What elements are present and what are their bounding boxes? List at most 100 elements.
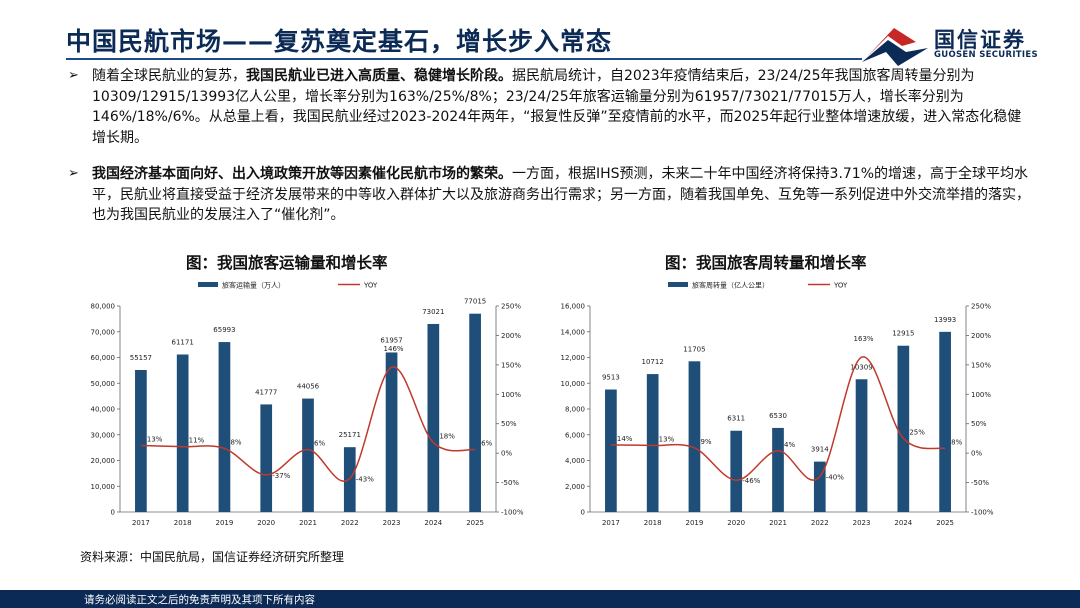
- paragraph-2-rest: 一方面，根据IHS预测，未来二十年中国经济将保持3.71%的增速，高于全球平均水…: [92, 166, 1030, 223]
- yoy-label-2023: 146%: [384, 345, 404, 353]
- x-tick-label: 2019: [216, 519, 234, 527]
- bar-2022: [813, 461, 826, 512]
- guosen-logo: [862, 28, 928, 66]
- yoy-label-2019: 9%: [700, 438, 711, 446]
- bar-label-2022: 25171: [339, 431, 361, 439]
- bar-label-2023: 10309: [850, 363, 872, 371]
- page-title: 中国民航市场——复苏奠定基石，增长步入常态: [66, 27, 613, 56]
- x-tick-label: 2018: [174, 519, 192, 527]
- yoy-label-2022: -40%: [826, 474, 844, 482]
- yoy-label-2017: 13%: [147, 435, 163, 443]
- paragraph-2-bold: 我国经济基本面向好、出入境政策开放等因素催化民航市场的繁荣。: [92, 166, 512, 182]
- bar-label-2019: 65993: [213, 326, 235, 334]
- chart-passenger-turnover-svg: 旅客周转量（亿人公里） YOY 0 2,000 4,000 6,000 8,000 10,00…: [561, 281, 994, 528]
- y-tick-label-right: 200%: [501, 332, 521, 340]
- bar-2025: [939, 331, 951, 512]
- yoy-label-2017: 14%: [617, 435, 633, 443]
- bar-2019: [688, 361, 701, 512]
- yoy-label-2024: 18%: [439, 433, 455, 441]
- bar-2021: [302, 398, 314, 512]
- yoy-label-2021: 4%: [784, 441, 795, 449]
- bar-2020: [260, 404, 273, 512]
- y-tick-label-left: 80,000: [91, 303, 116, 311]
- bar-label-2025: 77015: [464, 298, 486, 306]
- yoy-label-2020: -37%: [272, 472, 290, 480]
- x-tick-label: 2019: [686, 519, 704, 527]
- x-tick-label: 2020: [727, 519, 745, 527]
- y-tick-label-right: -50%: [501, 479, 519, 487]
- y-tick-label-right: 150%: [501, 361, 521, 369]
- paragraph-1-lead: 随着全球民航业的复苏，: [92, 68, 246, 84]
- legend-line-label: YOY: [363, 282, 378, 290]
- paragraph-1-rest: 据民航局统计，自2023年疫情结束后，23/24/25年我国旅客周转量分别为10…: [92, 68, 1022, 146]
- bar-label-2024: 73021: [422, 308, 444, 316]
- bar-label-2020: 41777: [255, 388, 277, 396]
- x-tick-label: 2022: [341, 519, 359, 527]
- bar-label-2022: 3914: [811, 446, 829, 454]
- y-tick-label-left: 0: [581, 509, 585, 517]
- legend-bar-swatch: [198, 282, 218, 287]
- chart-title-passenger-turnover: 图：我国旅客周转量和增长率: [665, 254, 867, 272]
- y-tick-label-right: -100%: [971, 509, 994, 517]
- y-tick-label-left: 16,000: [561, 303, 586, 311]
- y-tick-label-left: 0: [111, 509, 115, 517]
- logo-text-cn: 国信证券: [934, 28, 1026, 52]
- chart-title-passenger-volume: 图：我国旅客运输量和增长率: [186, 254, 388, 272]
- x-tick-label: 2021: [769, 519, 787, 527]
- x-tick-label: 2017: [132, 519, 150, 527]
- legend-bar-label: 旅客运输量（万人）: [222, 281, 285, 290]
- bullet-paragraph-1: ➢ 随着全球民航业的复苏，我国民航业已进入高质量、稳健增长阶段。据民航局统计，自…: [68, 66, 1030, 148]
- y-tick-label-right: 200%: [971, 332, 991, 340]
- yoy-label-2022: -43%: [356, 475, 374, 483]
- bar-label-2021: 44056: [297, 383, 320, 391]
- x-tick-label: 2017: [602, 519, 620, 527]
- bar-label-2018: 10712: [642, 358, 664, 366]
- yoy-line: [610, 356, 946, 481]
- legend-line-label: YOY: [833, 282, 848, 290]
- y-tick-label-right: 50%: [501, 420, 517, 428]
- bar-label-2024: 12915: [892, 330, 914, 338]
- x-tick-label: 2025: [936, 519, 954, 527]
- x-tick-label: 2023: [853, 519, 871, 527]
- y-tick-label-left: 10,000: [561, 380, 586, 388]
- bar-2019: [218, 342, 231, 512]
- yoy-label-2025: 6%: [481, 440, 492, 448]
- legend-bar-label: 旅客周转量（亿人公里）: [692, 281, 769, 290]
- y-tick-label-left: 4,000: [565, 457, 585, 465]
- bar-2023: [385, 352, 398, 512]
- y-tick-label-left: 8,000: [565, 406, 585, 414]
- bar-2022: [343, 447, 356, 512]
- logo-text-en: GUOSEN SECURITIES: [934, 50, 1038, 60]
- yoy-label-2020: -46%: [742, 477, 760, 485]
- bar-2025: [469, 313, 481, 512]
- bar-label-2025: 13993: [934, 316, 956, 324]
- yoy-label-2023: 163%: [854, 335, 874, 343]
- y-tick-label-left: 70,000: [91, 328, 116, 336]
- bar-2018: [646, 374, 659, 512]
- y-tick-label-left: 60,000: [91, 354, 116, 362]
- chart-passenger-volume: 旅客运输量（万人） YOY 0 10,000 20,000 30,000 40,000 50,…: [68, 276, 524, 532]
- y-tick-label-right: 100%: [971, 391, 991, 399]
- x-tick-label: 2025: [466, 519, 484, 527]
- footer-disclaimer: 请务必阅读正文之后的免责声明及其项下所有内容: [84, 594, 315, 606]
- x-tick-label: 2022: [811, 519, 829, 527]
- y-tick-label-right: 250%: [501, 303, 521, 311]
- source-note: 资料来源：中国民航局，国信证券经济研究所整理: [80, 550, 345, 564]
- footer-bar: [0, 590, 1080, 608]
- yoy-label-2018: 13%: [659, 435, 675, 443]
- bar-2024: [427, 323, 440, 512]
- logo-blue-wing: [862, 40, 928, 66]
- bar-2024: [897, 345, 910, 512]
- y-tick-label-left: 10,000: [91, 483, 116, 491]
- y-tick-label-left: 14,000: [561, 328, 586, 336]
- bar-label-2017: 55157: [130, 354, 152, 362]
- y-tick-label-right: 100%: [501, 391, 521, 399]
- yoy-label-2024: 25%: [909, 428, 925, 436]
- paragraph-1-bold: 我国民航业已进入高质量、稳健增长阶段。: [246, 68, 512, 84]
- bar-2017: [135, 369, 147, 512]
- y-tick-label-left: 20,000: [91, 457, 116, 465]
- y-tick-label-right: -50%: [971, 479, 989, 487]
- y-tick-label-right: -100%: [501, 509, 524, 517]
- y-tick-label-right: 250%: [971, 303, 991, 311]
- x-tick-label: 2024: [424, 519, 442, 527]
